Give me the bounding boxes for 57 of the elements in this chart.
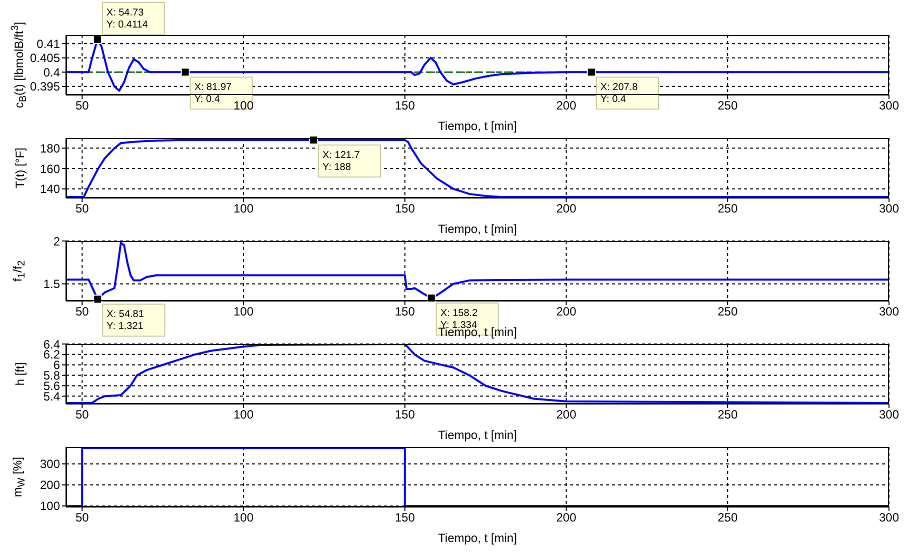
y-tick-label: 0.41 xyxy=(36,36,60,51)
y-tick-label: 0.395 xyxy=(30,80,60,94)
x-tick-label: 100 xyxy=(233,98,254,113)
x-axis-title: Tiempo, t [min] xyxy=(438,222,517,236)
x-tick-label: 150 xyxy=(394,510,416,525)
x-tick-label: 300 xyxy=(878,202,900,216)
x-tick-label: 250 xyxy=(718,98,738,113)
y-tick-label: 200 xyxy=(40,478,60,492)
y-tick-label: 100 xyxy=(40,499,60,514)
y-tick-label: 140 xyxy=(40,182,60,196)
x-tick-label: 200 xyxy=(556,304,577,319)
x-axis-title: Tiempo, t [min] xyxy=(438,531,517,545)
y-tick-label: 300 xyxy=(40,457,60,472)
x-tick-label: 50 xyxy=(75,202,90,216)
y-tick-label: 160 xyxy=(40,162,60,176)
annotation: X: 207.8 Y: 0.4 xyxy=(600,82,638,106)
x-tick-label: 200 xyxy=(556,98,577,113)
x-tick-label: 300 xyxy=(878,510,900,525)
x-tick-label: 100 xyxy=(233,510,254,525)
annotation: X: 81.97 Y: 0.4 xyxy=(194,82,232,106)
x-tick-label: 150 xyxy=(394,304,416,319)
y-tick-label: 0.405 xyxy=(30,51,60,66)
data-tip: X: 121.7 Y: 188 xyxy=(309,136,382,178)
x-tick-label: 100 xyxy=(233,304,254,319)
x-tick-label: 50 xyxy=(75,98,90,113)
x-tick-label: 200 xyxy=(556,408,577,422)
x-tick-label: 150 xyxy=(394,202,416,216)
y-tick-label: 1.5 xyxy=(43,277,60,292)
x-tick-label: 150 xyxy=(394,408,416,422)
x-tick-label: 250 xyxy=(718,510,738,525)
x-axis-title: Tiempo, t [min] xyxy=(438,119,517,133)
annotation: X: 54.81 Y: 1.321 xyxy=(106,309,144,332)
x-tick-label: 250 xyxy=(718,202,738,216)
y-tick-label: 180 xyxy=(40,141,60,156)
x-tick-label: 250 xyxy=(718,408,738,422)
y-tick-label: 0.4 xyxy=(43,65,60,80)
x-tick-label: 200 xyxy=(556,202,577,216)
data-tip: X: 54.73 Y: 0.4114 xyxy=(92,2,165,44)
y-axis-title: h [ft] xyxy=(13,362,27,386)
x-tick-label: 150 xyxy=(394,98,416,113)
x-tick-label: 100 xyxy=(233,408,254,422)
x-tick-label: 50 xyxy=(75,408,90,422)
x-tick-label: 100 xyxy=(233,202,254,216)
y-tick-label: 2 xyxy=(53,234,60,248)
x-tick-label: 300 xyxy=(878,98,900,113)
data-tip: X: 207.8 Y: 0.4 xyxy=(586,68,659,110)
x-tick-label: 50 xyxy=(75,510,90,525)
x-tick-label: 200 xyxy=(556,510,577,525)
x-axis-title: Tiempo, t [min] xyxy=(438,428,517,442)
x-tick-label: 300 xyxy=(878,408,900,422)
x-tick-label: 300 xyxy=(878,304,900,319)
data-tip: X: 54.81 Y: 1.321 xyxy=(93,294,166,337)
annotation: X: 54.73 Y: 0.4114 xyxy=(106,8,148,31)
x-tick-label: 250 xyxy=(718,304,738,319)
annotation: X: 121.7 Y: 188 xyxy=(322,150,360,174)
y-axis-title: T(t) [°F] xyxy=(13,148,27,188)
x-tick-label: 50 xyxy=(75,304,90,319)
